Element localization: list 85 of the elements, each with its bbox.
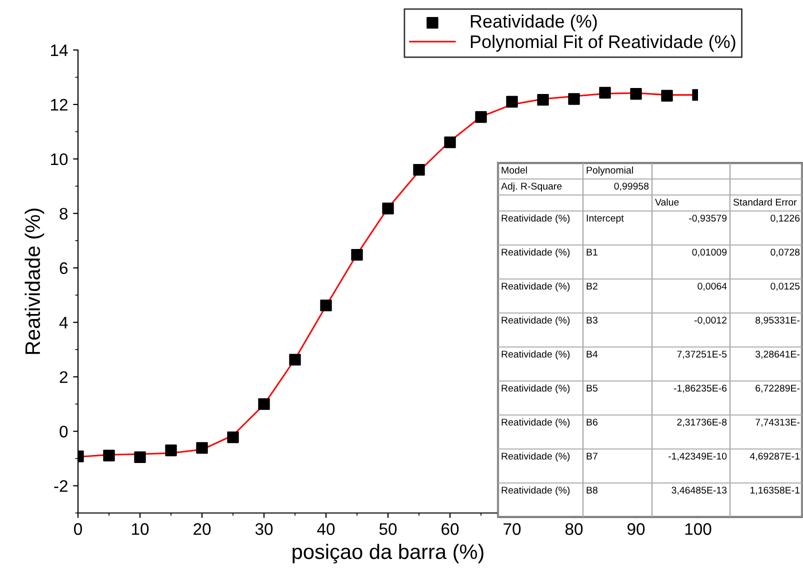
annotation: Model — [502, 166, 527, 174]
annotation: B7 — [586, 452, 598, 460]
annotation: -0,93579 — [689, 214, 727, 223]
legend-label: Reatividade (%) — [470, 14, 597, 32]
x-tick-label: 0 — [74, 523, 82, 535]
legend-label: Polynomial Fit of Reatividade (%) — [470, 34, 736, 52]
annotation: B4 — [586, 350, 598, 358]
point — [661, 90, 673, 102]
annotation: -1,42349E-10 — [668, 452, 727, 461]
text: Standard Error — [733, 198, 797, 206]
x-tick-label: 10 — [132, 523, 149, 535]
annotation: Reatividade (%) — [502, 384, 570, 394]
point — [258, 398, 270, 410]
point — [475, 111, 487, 123]
point — [165, 444, 177, 456]
y-tick-label: -2 — [54, 480, 68, 492]
annotation: Reatividade (%) — [502, 316, 570, 326]
annotation: Reatividade (%) — [502, 350, 570, 360]
x-tick-label: 50 — [379, 523, 397, 535]
point — [382, 202, 394, 214]
text: 1,16358E-1 — [750, 486, 800, 495]
annotation: -0,0012 — [694, 316, 727, 325]
x-tick-label: 60 — [442, 523, 459, 535]
annotation: Reatividade (%) — [502, 248, 570, 258]
point — [103, 450, 115, 462]
x-tick-label: 30 — [255, 523, 273, 535]
annotation: 0,99958 — [614, 182, 649, 191]
annotation: B3 — [586, 316, 598, 324]
y-tick-label: 4 — [59, 316, 68, 328]
text: 4,69287E-1 — [750, 452, 800, 461]
y-tick-label: 6 — [60, 262, 68, 274]
text: 6,72289E- — [756, 384, 800, 393]
x-tick-label: 40 — [317, 523, 335, 535]
y-axis-title: Reatividade (%) — [24, 208, 44, 354]
y-tick-label: 14 — [51, 44, 68, 56]
annotation: Intercept — [586, 214, 624, 224]
annotation: -1,86235E-6 — [674, 384, 727, 393]
text: 8,95331E- — [756, 316, 800, 325]
x-tick-label: 100 — [685, 523, 712, 535]
point — [351, 248, 363, 261]
point — [630, 88, 642, 100]
annotation: 7,37251E-5 — [677, 350, 727, 359]
text: 3,28641E- — [756, 350, 800, 359]
annotation: Reatividade (%) — [502, 452, 570, 462]
point — [289, 354, 301, 366]
annotation: Polynomial — [586, 166, 633, 176]
x-tick-label: 90 — [628, 523, 645, 535]
point — [537, 94, 549, 106]
annotation: Reatividade (%) — [502, 214, 570, 224]
annotation: 3,46485E-13 — [672, 486, 727, 495]
point — [506, 96, 518, 108]
annotation: Reatividade (%) — [502, 418, 570, 428]
y-tick-label: 2 — [60, 371, 68, 383]
point — [568, 93, 580, 105]
x-tick-label: 70 — [504, 523, 521, 535]
annotation: 2,31736E-8 — [677, 418, 727, 427]
annotation: B2 — [586, 282, 598, 290]
x-tick-label: 80 — [565, 523, 583, 535]
y-tick-label: 12 — [51, 98, 68, 111]
point — [320, 300, 332, 312]
x-tick-label: 20 — [194, 523, 211, 535]
annotation: 0,01009 — [692, 248, 727, 257]
text: 7,74313E- — [756, 418, 800, 427]
annotation: 0,0064 — [698, 282, 727, 291]
annotation: Adj. R-Square — [501, 182, 562, 192]
point — [134, 451, 146, 464]
y-tick-label: 10 — [51, 153, 68, 166]
annotation: B5 — [586, 384, 598, 392]
text: 0,1226 — [770, 214, 800, 223]
point — [599, 86, 611, 99]
y-tick-label: 0 — [60, 426, 68, 438]
y-tick-label: 8 — [60, 208, 68, 220]
point — [444, 136, 456, 148]
annotation: Value — [655, 198, 679, 206]
point — [196, 442, 208, 454]
text: 0,0125 — [770, 282, 800, 291]
x-axis-title: posiçao da barra (%) — [292, 544, 484, 564]
annotation: Reatividade (%) — [502, 282, 570, 292]
annotation: B6 — [586, 418, 598, 426]
annotation: B8 — [586, 486, 598, 494]
point — [413, 164, 425, 176]
annotation: Reatividade (%) — [502, 486, 570, 496]
point — [227, 431, 239, 444]
annotation: B1 — [586, 248, 598, 256]
text: 0,0728 — [770, 248, 800, 257]
